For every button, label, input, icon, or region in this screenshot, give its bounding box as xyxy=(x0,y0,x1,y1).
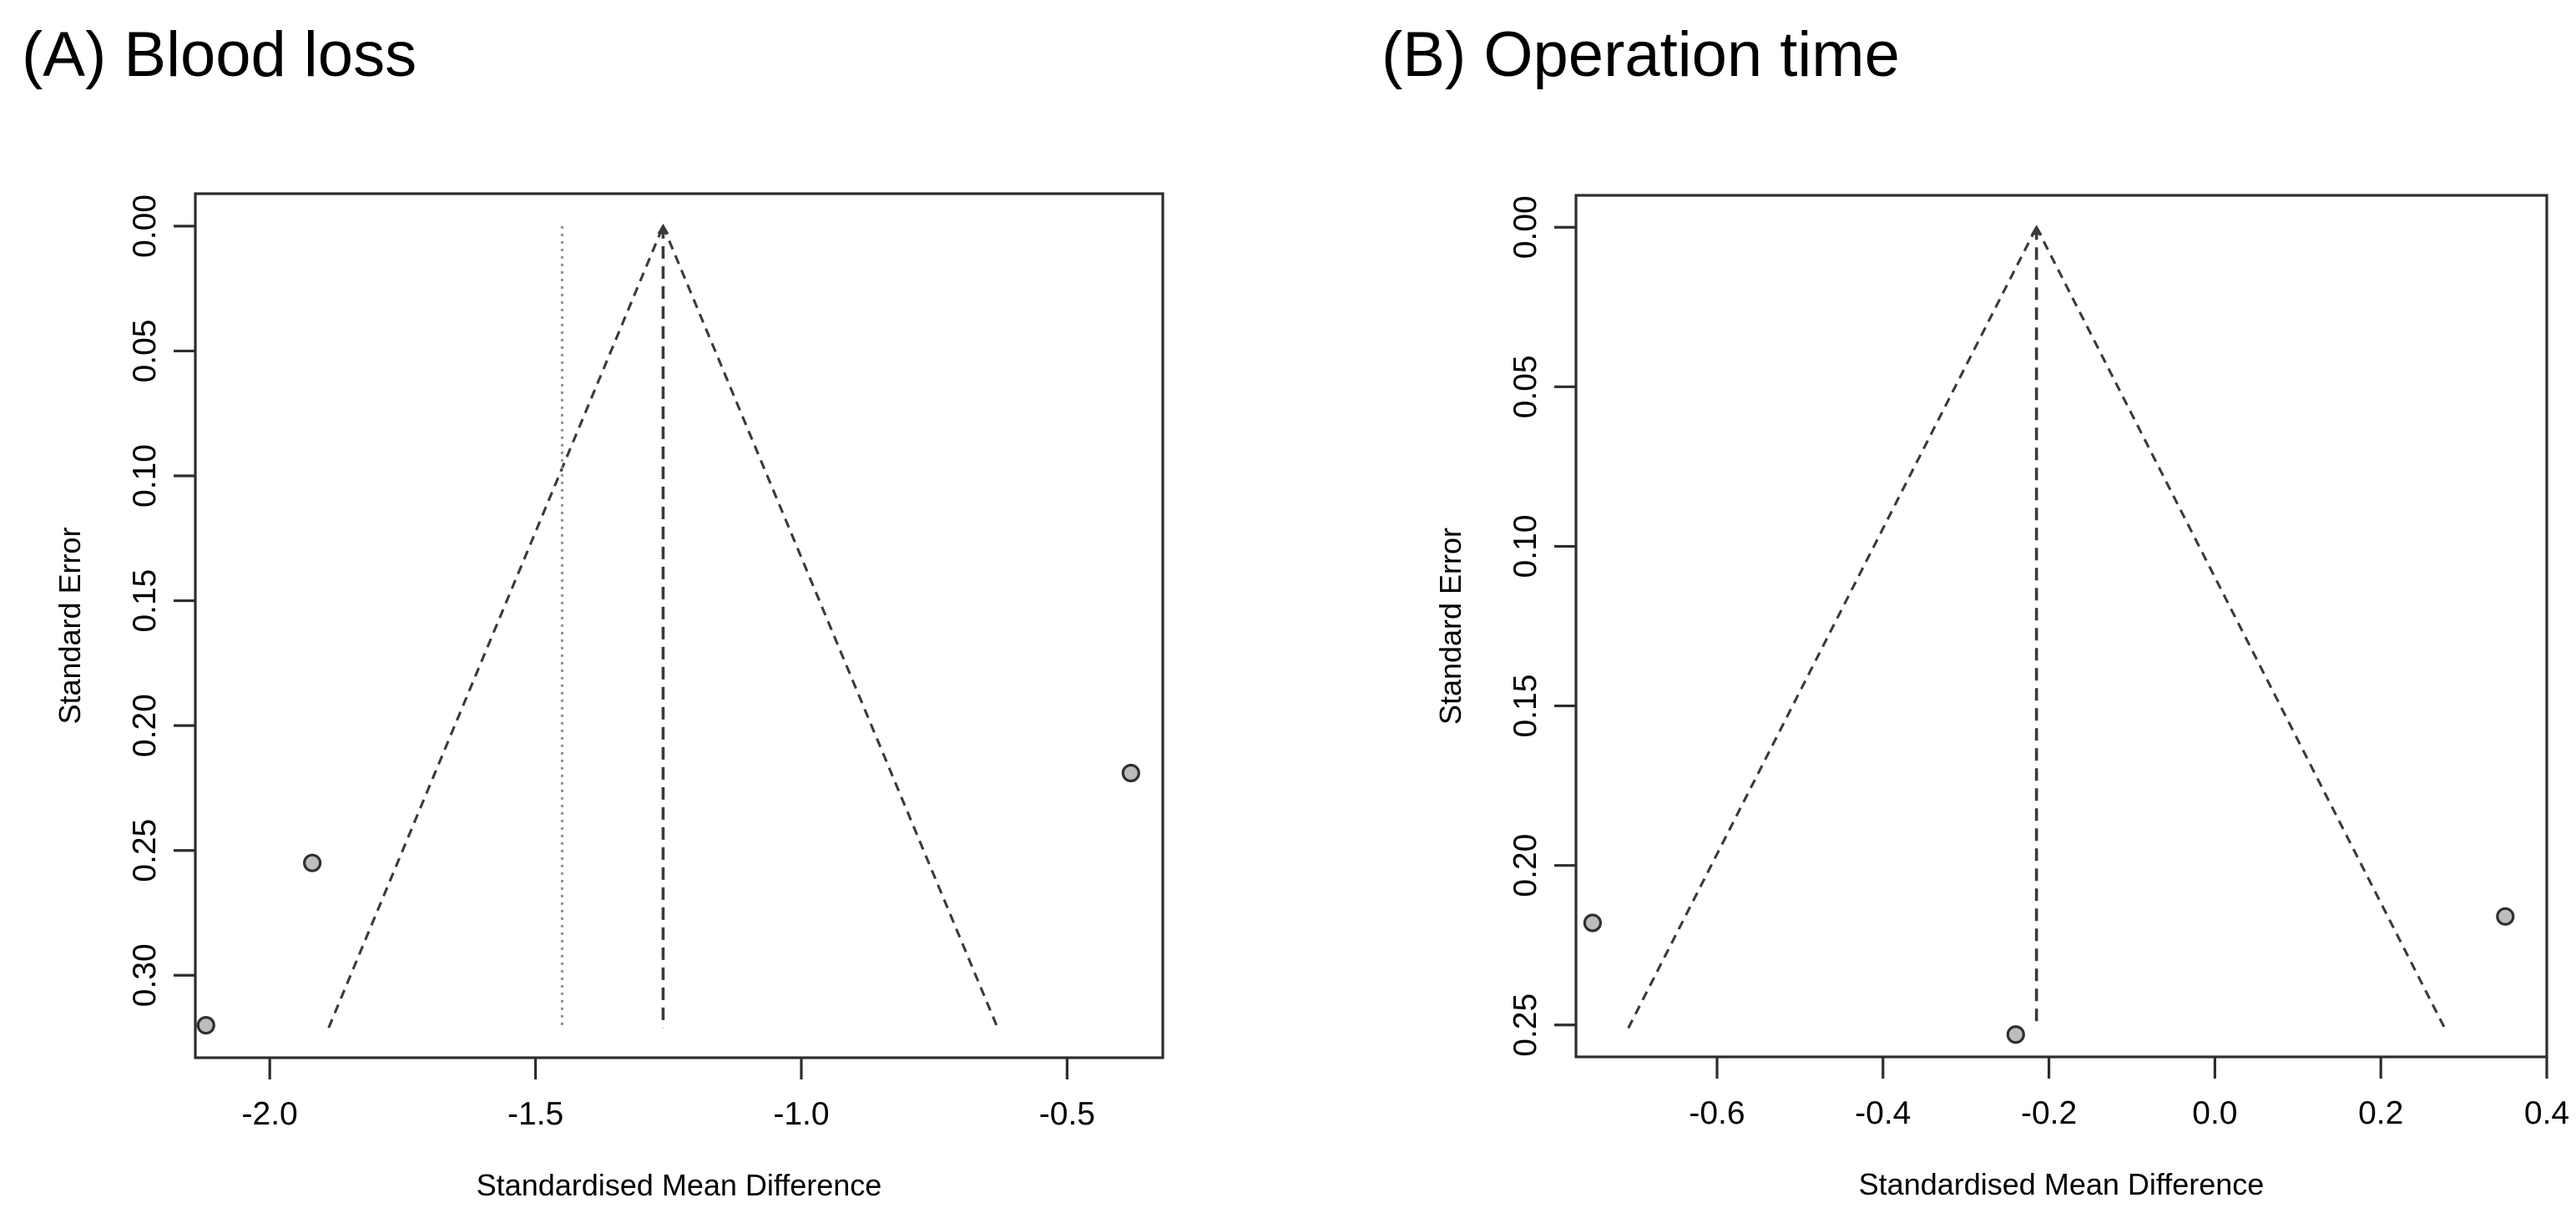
funnel-left-edge xyxy=(1627,226,2038,1029)
y-tick-label: 0.00 xyxy=(127,195,163,258)
funnel-plot-blood-loss: -2.0 -1.5 -1.0 -0.5 0.00 0.05 0.10 0.15 0.20 0.25… xyxy=(53,192,1164,1202)
plot-box xyxy=(1574,194,2548,1059)
y-axis-label: Standard Error xyxy=(1433,528,1467,725)
y-tick-label: 0.15 xyxy=(1508,675,1543,738)
y-tick-label: 0.20 xyxy=(1508,834,1543,897)
data-point xyxy=(196,1016,215,1035)
y-tick-label: 0.25 xyxy=(1508,993,1543,1057)
x-tick-label: -0.5 xyxy=(1039,1096,1095,1132)
panel-operation-time: (B) Operation time -0.6 -0.4 -0.2 0.0 0.2 0.4… xyxy=(1288,0,2576,1218)
x-axis-label: Standardised Mean Difference xyxy=(1859,1167,2265,1201)
panel-blood-loss: (A) Blood loss -2.0 -1.5 -1.0 -0.5 0.00 0.05 0… xyxy=(22,19,1164,1202)
y-tick-label: 0.05 xyxy=(127,320,163,383)
y-tick-label: 0.30 xyxy=(127,943,163,1007)
y-tick-label: 0.10 xyxy=(127,444,163,508)
x-tick-label: 0.2 xyxy=(2358,1095,2403,1131)
y-axis-label: Standard Error xyxy=(53,527,87,724)
data-point xyxy=(1121,763,1140,783)
y-tick-label: 0.05 xyxy=(1508,355,1543,418)
funnel-apex xyxy=(657,223,669,234)
data-point xyxy=(2006,1025,2025,1044)
data-point xyxy=(1583,913,1602,932)
x-tick-label: -0.6 xyxy=(1689,1095,1745,1131)
x-tick-label: -1.5 xyxy=(508,1096,563,1132)
funnel-plot-operation-time: -0.6 -0.4 -0.2 0.0 0.2 0.4 0.00 0.05 0.10 0.15 0.2… xyxy=(1433,194,2569,1201)
panel-a-title: (A) Blood loss xyxy=(22,19,417,90)
y-tick-label: 0.00 xyxy=(1508,195,1543,259)
x-tick-label: 0.4 xyxy=(2524,1095,2569,1131)
x-axis-label: Standardised Mean Difference xyxy=(477,1168,882,1202)
y-tick-label: 0.15 xyxy=(127,569,163,633)
y-tick-label: 0.10 xyxy=(1508,514,1543,578)
funnel-apex xyxy=(2030,225,2043,235)
y-tick-label: 0.20 xyxy=(127,694,163,757)
data-point xyxy=(2496,907,2515,926)
panel-b-title: (B) Operation time xyxy=(1381,19,1900,90)
x-tick-label: -0.4 xyxy=(1855,1095,1911,1131)
plot-box xyxy=(194,192,1164,1059)
funnel-left-edge xyxy=(327,225,664,1028)
funnel-right-edge xyxy=(661,225,999,1028)
x-tick-label: -2.0 xyxy=(242,1096,298,1132)
y-tick-label: 0.25 xyxy=(127,819,163,882)
x-tick-label: -0.2 xyxy=(2021,1095,2077,1131)
funnel-right-edge xyxy=(2035,226,2447,1029)
x-tick-label: -1.0 xyxy=(773,1096,829,1132)
x-tick-label: 0.0 xyxy=(2192,1095,2237,1131)
data-point xyxy=(302,853,322,872)
